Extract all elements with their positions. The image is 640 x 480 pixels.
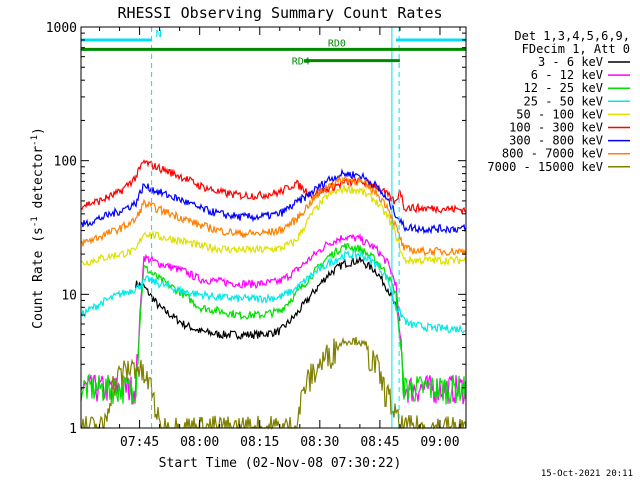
y-tick-label: 10 bbox=[61, 288, 77, 303]
x-tick-label: 08:45 bbox=[360, 435, 399, 450]
x-tick-label: 07:45 bbox=[120, 435, 159, 450]
y-tick-label: 100 bbox=[54, 155, 77, 170]
y-axis-label-part: detector bbox=[31, 146, 46, 217]
legend-entry-label: 3 - 6 keV bbox=[538, 55, 603, 69]
legend-entry-label: 50 - 100 keV bbox=[516, 107, 603, 121]
x-tick-label: 08:30 bbox=[300, 435, 339, 450]
series-line-6 bbox=[80, 168, 467, 235]
series-line-3 bbox=[80, 250, 467, 334]
series-line-4 bbox=[80, 184, 467, 267]
x-tick-label: 08:15 bbox=[240, 435, 279, 450]
legend-entry-label: 300 - 800 keV bbox=[509, 134, 603, 148]
legend-entry-label: 7000 - 15000 keV bbox=[487, 160, 603, 174]
y-axis-label-exponent: -1 bbox=[30, 135, 40, 146]
series-line-8 bbox=[81, 336, 467, 431]
legend: Det 1,3,4,5,6,9, FDecim 1, Att 0 3 - 6 k… bbox=[487, 29, 630, 174]
y-axis-label-part: Count Rate (s bbox=[31, 227, 46, 329]
legend-header-line: FDecim 1, Att 0 bbox=[522, 42, 630, 56]
legend-entry-label: 100 - 300 keV bbox=[509, 121, 603, 135]
plot-frame bbox=[80, 26, 467, 429]
legend-entry-label: 6 - 12 keV bbox=[531, 68, 603, 82]
series-line-0 bbox=[135, 256, 401, 341]
chart-title: RHESSI Observing Summary Count Rates bbox=[117, 4, 442, 22]
series-line-7 bbox=[80, 175, 467, 257]
series-line-2 bbox=[80, 243, 467, 405]
legend-header-line: Det 1,3,4,5,6,9, bbox=[514, 29, 630, 43]
series-line-5 bbox=[80, 159, 467, 215]
legend-entry-label: 12 - 25 keV bbox=[524, 81, 603, 95]
x-tick-label: 08:00 bbox=[180, 435, 219, 450]
x-tick-label: 09:00 bbox=[420, 435, 459, 450]
state-bar-label: N bbox=[156, 29, 162, 40]
y-tick-label: 1000 bbox=[46, 21, 77, 36]
legend-entry-label: 25 - 50 keV bbox=[524, 94, 603, 108]
footer-date: 15-Oct-2021 20:11 bbox=[541, 469, 633, 479]
y-axis-label-part: ) bbox=[31, 127, 46, 135]
y-axis-label-exponent: -1 bbox=[30, 216, 40, 227]
state-bar-label: RD0 bbox=[328, 38, 346, 49]
state-bar-label: RD4 bbox=[292, 57, 310, 68]
x-axis-label: Start Time (02-Nov-08 07:30:22) bbox=[159, 456, 402, 471]
y-axis-label: Count Rate (s-1 detector-1) bbox=[30, 127, 46, 329]
y-tick-label: 1 bbox=[69, 422, 77, 437]
legend-entry-label: 800 - 7000 keV bbox=[502, 147, 603, 161]
series-line-1 bbox=[80, 232, 467, 405]
